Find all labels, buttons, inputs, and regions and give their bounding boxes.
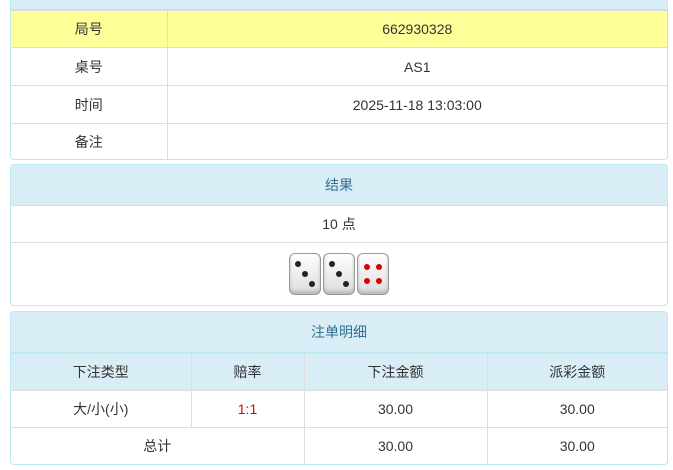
bets-panel: 注单明细 下注类型 赔率 下注金额 派彩金额 大/小(小) 1:1 30.00 …	[10, 311, 668, 465]
die-pip	[376, 278, 382, 284]
bets-header-row: 下注类型 赔率 下注金额 派彩金额	[11, 353, 667, 391]
bet-row: 大/小(小) 1:1 30.00 30.00	[11, 390, 667, 428]
result-title: 结果	[11, 165, 667, 206]
value: 662930328	[166, 10, 667, 48]
die-pip	[329, 261, 335, 267]
round-row: 局号 662930328	[11, 10, 667, 48]
label: 局号	[11, 10, 168, 48]
info-panel: 局号 662930328 桌号 AS1 时间 2025-11-18 13:03:00 …	[10, 0, 668, 160]
bet-amount: 30.00	[303, 390, 488, 428]
info-panel-header	[11, 0, 667, 10]
col-payout: 派彩金额	[486, 353, 667, 391]
remark-row: 备注	[11, 123, 667, 159]
bet-type: 大/小(小)	[11, 390, 192, 428]
die-pip	[364, 264, 370, 270]
result-points: 10 点	[11, 206, 667, 243]
bets-title: 注单明细	[11, 312, 667, 353]
die-3-icon	[289, 253, 321, 295]
die-pip	[364, 278, 370, 284]
die-pip	[309, 281, 315, 287]
col-amount: 下注金额	[303, 353, 488, 391]
value: 2025-11-18 13:03:00	[166, 85, 667, 124]
table-row: 桌号 AS1	[11, 47, 667, 86]
bet-payout: 30.00	[486, 390, 667, 428]
bet-odds: 1:1	[190, 390, 305, 428]
col-bet-type: 下注类型	[11, 353, 192, 391]
die-3-icon	[323, 253, 355, 295]
die-pip	[336, 271, 342, 277]
col-odds: 赔率	[190, 353, 305, 391]
label: 时间	[11, 85, 168, 124]
dice-row	[11, 243, 667, 305]
die-4-icon	[357, 253, 389, 295]
value	[166, 123, 667, 159]
total-amount: 30.00	[303, 427, 488, 464]
time-row: 时间 2025-11-18 13:03:00	[11, 85, 667, 124]
die-pip	[376, 264, 382, 270]
total-label: 总计	[11, 427, 305, 464]
label: 备注	[11, 123, 168, 159]
label: 桌号	[11, 47, 168, 86]
result-panel: 结果 10 点	[10, 164, 668, 306]
value: AS1	[166, 47, 667, 86]
die-pip	[295, 261, 301, 267]
total-payout: 30.00	[486, 427, 667, 464]
total-row: 总计 30.00 30.00	[11, 427, 667, 464]
die-pip	[302, 271, 308, 277]
die-pip	[343, 281, 349, 287]
